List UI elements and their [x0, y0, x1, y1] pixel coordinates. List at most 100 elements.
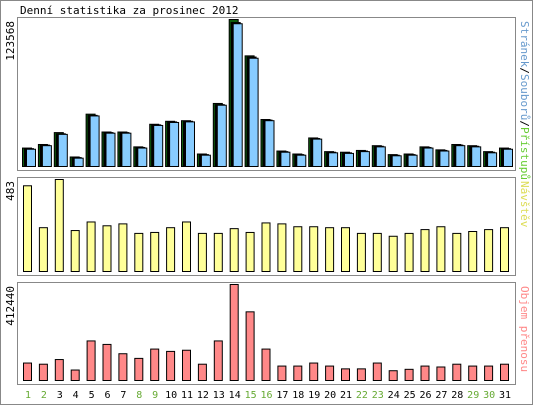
bar-middle-Návštěv-21: [341, 227, 350, 272]
bar-bottom-Objem přenosu-7: [118, 353, 128, 382]
x-tick-label: 2: [41, 390, 47, 401]
bar-top-Stránek-13: [216, 104, 227, 167]
bar-top-Stránek-7: [121, 132, 132, 167]
bar-middle-Návštěv-13: [213, 232, 223, 272]
bar-middle-Návštěv-30: [484, 229, 494, 273]
bar-top-Stránek-19: [312, 138, 323, 168]
x-tick-label: 28: [451, 390, 463, 401]
x-tick-label: 22: [356, 390, 368, 401]
bar-top-Stránek-20: [328, 152, 339, 168]
bar-bottom-Objem přenosu-5: [86, 340, 96, 381]
x-tick-label: 10: [165, 390, 177, 401]
bar-middle-Návštěv-19: [309, 226, 319, 273]
x-tick-label: 17: [276, 390, 288, 401]
bar-bottom-Objem přenosu-9: [150, 348, 160, 381]
bar-top-Stránek-17: [280, 151, 291, 167]
x-tick-label: 30: [483, 390, 495, 401]
bar-top-Stránek-21: [344, 152, 354, 168]
bar-middle-Návštěv-28: [452, 232, 462, 272]
x-tick-label: 16: [260, 390, 272, 401]
bar-top-Stránek-2: [41, 145, 52, 167]
bar-bottom-Objem přenosu-31: [500, 363, 509, 382]
bar-top-Stránek-6: [105, 132, 116, 167]
legend-bottom: Objem přenosu: [518, 286, 531, 372]
bar-bottom-Objem přenosu-25: [404, 368, 414, 381]
bar-middle-Návštěv-23: [372, 232, 382, 272]
bar-top-Stránek-12: [200, 154, 211, 168]
bar-top-Stránek-31: [503, 148, 513, 167]
bar-top-Stránek-23: [375, 146, 386, 167]
x-tick-label: 18: [292, 390, 304, 401]
bar-middle-Návštěv-11: [182, 221, 191, 273]
bar-bottom-Objem přenosu-22: [356, 368, 366, 381]
bar-bottom-Objem přenosu-23: [372, 362, 382, 381]
bar-bottom-Objem přenosu-21: [341, 368, 350, 381]
x-tick-label: 31: [499, 390, 511, 401]
bar-bottom-Objem přenosu-26: [420, 365, 430, 382]
bar-bottom-Objem přenosu-16: [261, 348, 271, 381]
bar-middle-Návštěv-27: [436, 226, 446, 273]
bar-bottom-Objem přenosu-24: [388, 370, 398, 381]
bar-bottom-Objem přenosu-28: [452, 363, 462, 382]
bar-middle-Návštěv-16: [261, 222, 271, 273]
bar-top-Stránek-16: [264, 120, 275, 168]
bar-middle-Návštěv-17: [277, 223, 287, 272]
x-tick-label: 5: [89, 390, 95, 401]
bar-middle-Návštěv-7: [118, 223, 128, 272]
x-tick-label: 26: [419, 390, 431, 401]
x-tick-label: 11: [181, 390, 193, 401]
x-tick-label: 23: [372, 390, 384, 401]
bar-bottom-Objem přenosu-17: [277, 365, 287, 382]
bar-top-Stránek-30: [487, 152, 498, 168]
bar-top-Stránek-10: [169, 121, 180, 167]
bar-top-Stránek-8: [137, 147, 148, 167]
bar-bottom-Objem přenosu-29: [468, 365, 478, 382]
bar-middle-Návštěv-18: [293, 226, 303, 273]
bar-bottom-Objem přenosu-4: [70, 369, 80, 382]
bar-middle-Návštěv-14: [229, 228, 239, 272]
bar-top-Stránek-9: [153, 124, 164, 167]
bar-middle-Návštěv-4: [70, 230, 80, 273]
bar-top-Stránek-18: [296, 154, 307, 168]
bar-bottom-Objem přenosu-27: [436, 366, 446, 381]
bar-top-Stránek-3: [57, 133, 68, 167]
bar-middle-Návštěv-12: [197, 232, 207, 272]
ymax-label-top: 123568: [4, 21, 17, 61]
bar-middle-Návštěv-9: [150, 231, 160, 272]
legend-entry: Přístupů: [518, 127, 531, 180]
legend-entry: Objem přenosu: [518, 286, 531, 372]
ymax-label-middle: 483: [4, 181, 17, 201]
bar-middle-Návštěv-29: [468, 231, 478, 272]
bar-bottom-Objem přenosu-14: [229, 284, 239, 381]
bar-middle-Návštěv-5: [86, 221, 96, 273]
bar-bottom-Objem přenosu-11: [182, 349, 191, 382]
x-tick-label: 1: [25, 390, 31, 401]
x-tick-label: 9: [152, 390, 158, 401]
bar-top-Stránek-29: [471, 146, 482, 167]
bar-top-Stránek-27: [439, 150, 450, 168]
bar-bottom-Objem přenosu-19: [309, 362, 319, 381]
x-tick-label: 13: [213, 390, 225, 401]
bar-middle-Návštěv-22: [356, 232, 366, 272]
x-tick-label: 25: [404, 390, 416, 401]
bar-top-Stránek-24: [391, 155, 402, 168]
bar-middle-Návštěv-8: [134, 232, 144, 272]
legend-top: Stránek/Souborů/Přístupů: [518, 21, 531, 180]
x-tick-label: 12: [197, 390, 209, 401]
bar-top-Stránek-28: [455, 145, 466, 167]
x-tick-label: 14: [229, 390, 241, 401]
bar-top-Stránek-4: [73, 157, 84, 168]
bar-bottom-Objem přenosu-12: [197, 363, 207, 382]
legend-separator: /: [518, 67, 531, 74]
bar-middle-Návštěv-26: [420, 229, 430, 273]
bar-middle-Návštěv-31: [500, 227, 509, 272]
bar-middle-Návštěv-6: [102, 225, 112, 273]
x-tick-label: 8: [136, 390, 142, 401]
legend-entry: Stránek: [518, 21, 531, 68]
x-tick-label: 6: [104, 390, 110, 401]
bar-top-Stránek-5: [89, 115, 100, 168]
bar-top-Stránek-15: [248, 57, 259, 167]
x-tick-label: 21: [340, 390, 352, 401]
